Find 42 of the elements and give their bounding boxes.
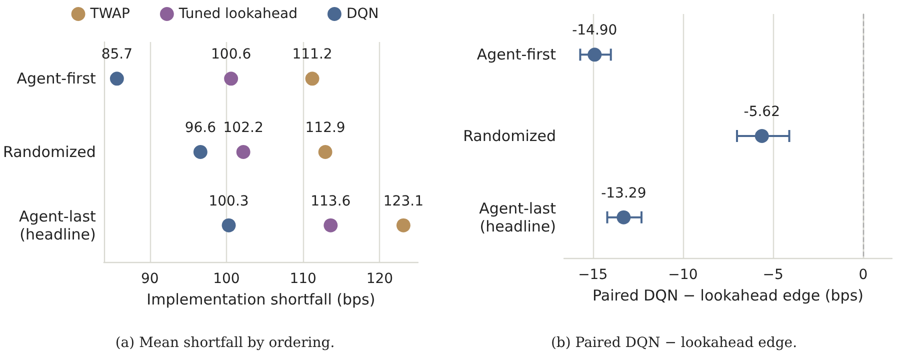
data-label: 102.2 <box>223 120 264 136</box>
y-tick-label: Agent-last (headline) <box>19 207 96 244</box>
data-label: 85.7 <box>101 46 133 63</box>
data-label: 96.6 <box>184 120 216 136</box>
point <box>224 72 238 86</box>
x-tick-label: 120 <box>366 271 394 287</box>
x-tick-label: −15 <box>578 267 608 283</box>
y-tick-label: Randomized <box>463 127 556 145</box>
legend-label: Tuned lookahead <box>178 6 298 22</box>
point <box>318 145 332 159</box>
data-label: -14.90 <box>572 22 618 39</box>
y-tick-label: Agent-last (headline) <box>479 199 556 236</box>
data-label: 123.1 <box>383 193 424 210</box>
data-label: -5.62 <box>744 104 780 120</box>
x-tick-label: −5 <box>762 267 784 283</box>
x-axis-title: Paired DQN − lookahead edge (bps) <box>592 286 864 304</box>
point <box>396 218 410 232</box>
text: (b) Paired DQN − lookahead edge. <box>550 335 798 351</box>
x-tick-label: −10 <box>668 267 698 283</box>
x-tick-label: 0 <box>858 267 868 283</box>
data-label: 100.6 <box>211 46 252 63</box>
x-tick-label: 100 <box>213 271 240 287</box>
point <box>236 145 250 159</box>
point <box>305 72 320 86</box>
text: (a) Mean shortfall by ordering. <box>115 335 335 351</box>
x-tick-label: 110 <box>290 271 316 287</box>
y-tick-label: Agent-first <box>16 70 96 88</box>
legend-label: TWAP <box>89 6 130 22</box>
data-label: 100.3 <box>208 193 249 210</box>
data-label: 113.6 <box>310 193 351 210</box>
point <box>193 145 208 159</box>
x-axis-title: Implementation shortfall (bps) <box>146 290 376 308</box>
x-tick-label: 90 <box>140 271 159 287</box>
data-label: -13.29 <box>601 185 646 202</box>
legend-label: DQN <box>346 6 379 22</box>
y-tick-label: Agent-first <box>476 46 556 64</box>
point <box>222 218 236 232</box>
point <box>110 72 124 86</box>
data-label: 111.2 <box>292 46 332 63</box>
y-tick-label: Randomized <box>2 143 96 161</box>
point <box>324 218 338 232</box>
data-label: 112.9 <box>305 120 346 136</box>
